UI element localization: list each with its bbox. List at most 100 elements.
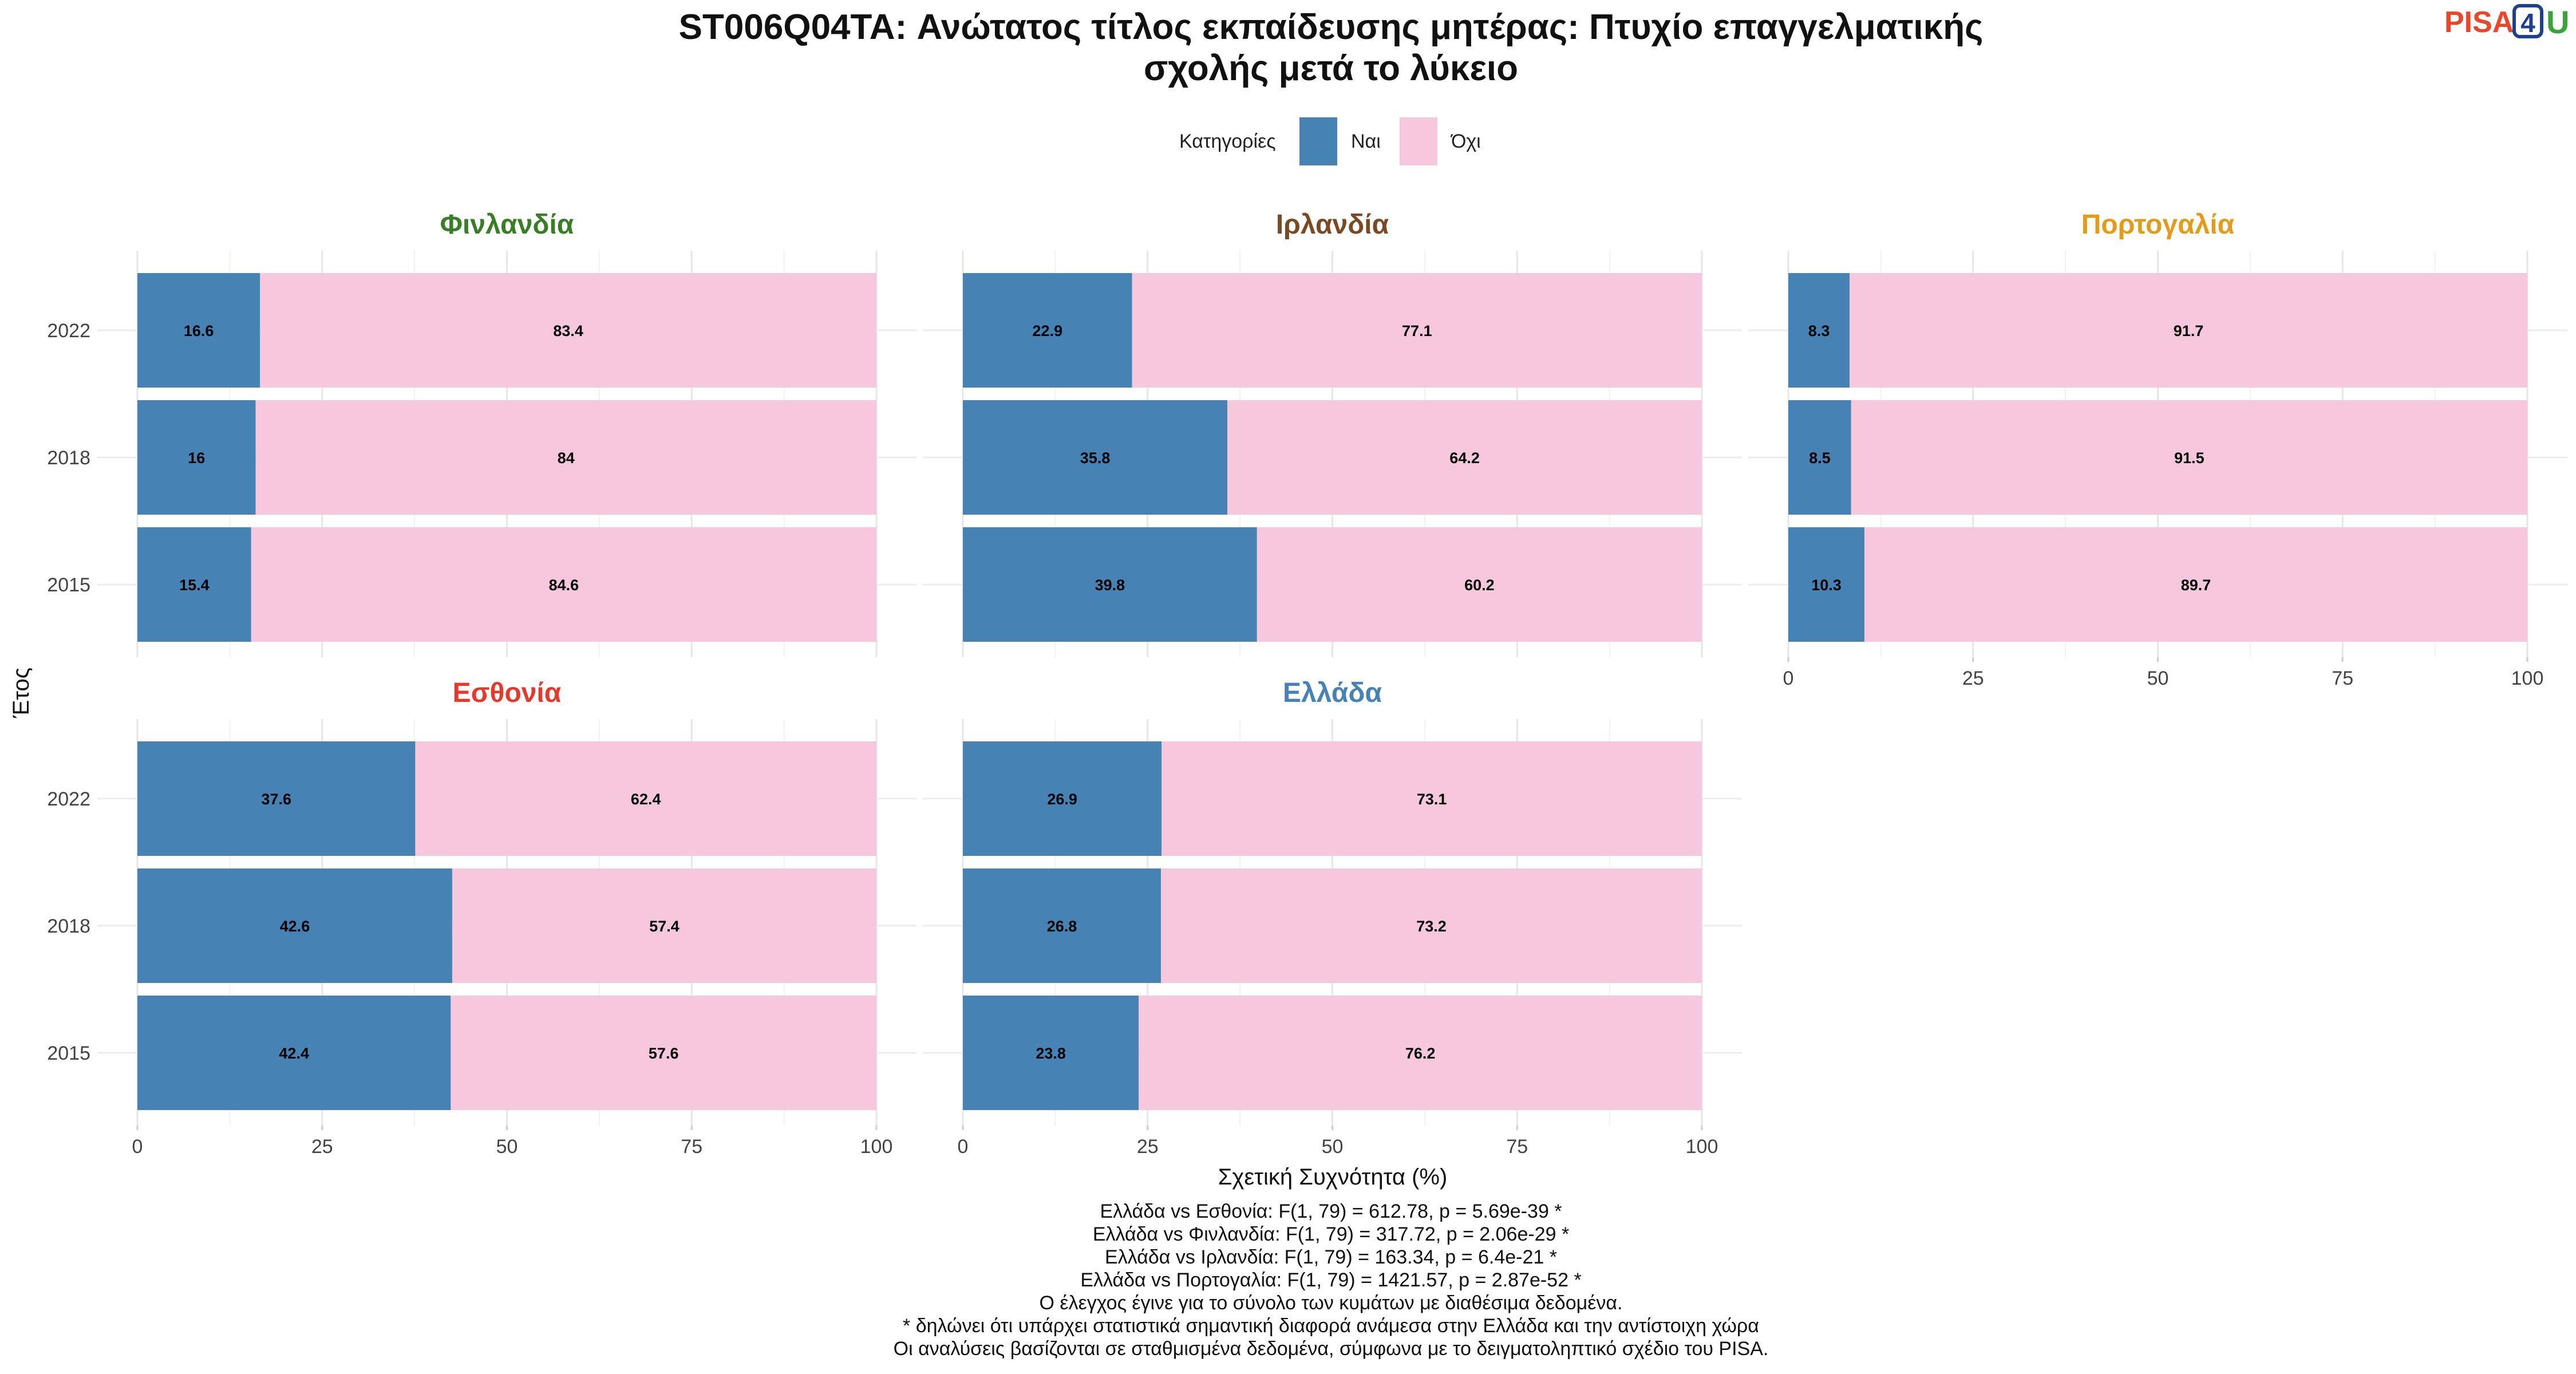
panel-title: Εσθονία [453, 678, 562, 708]
panel-1: Φινλανδία 16.6 83.4 2022 16 84 2018 15.4 84.6 201… [47, 210, 916, 657]
data-label-yes: 16.6 [184, 322, 214, 339]
bar-no [415, 741, 876, 856]
x-tick-label: 25 [1962, 668, 1984, 689]
bar-yes [137, 400, 256, 515]
bar-yes [1788, 527, 1864, 642]
bar-no [260, 273, 876, 388]
x-tick-label: 100 [2511, 668, 2544, 689]
bar-yes [137, 527, 251, 642]
legend-title: Κατηγορίες [1179, 131, 1276, 152]
legend-swatch-no [1400, 117, 1437, 165]
bar-no [1851, 400, 2527, 515]
data-label-yes: 10.3 [1811, 577, 1842, 594]
data-label-yes: 37.6 [261, 791, 291, 808]
x-tick-label: 75 [2332, 668, 2353, 689]
bar-no [251, 527, 877, 642]
bar-yes [137, 868, 452, 983]
y-tick-label: 2015 [47, 574, 90, 596]
bar-yes [963, 527, 1257, 642]
bar-yes [137, 996, 451, 1110]
data-label-no: 91.5 [2174, 449, 2204, 467]
data-label-no: 89.7 [2181, 577, 2211, 594]
data-label-no: 84 [558, 449, 575, 467]
footer-line: Ελλάδα vs Φινλανδία: F(1, 79) = 317.72, … [1093, 1223, 1569, 1245]
bar-yes [1788, 273, 1850, 388]
bar-no [255, 400, 876, 515]
pisa4u-logo: PISA 4 U [2444, 4, 2569, 40]
footer-line: Ελλάδα vs Πορτογαλία: F(1, 79) = 1421.57… [1080, 1269, 1581, 1291]
bar-no [1227, 400, 1702, 515]
panel-5: Ελλάδα 26.9 73.1 26.8 73.2 23.8 76.2 0 25 50 75 100 [923, 678, 1742, 1158]
panel-3: Πορτογαλία 8.3 91.7 8.5 91.5 10.3 89.7 0 25 50 75 1… [1748, 210, 2567, 689]
bar-no [1161, 741, 1702, 856]
footer-line: Ο έλεγχος έγινε για το σύνολο των κυμάτω… [1040, 1292, 1623, 1314]
bar-yes [963, 400, 1228, 515]
bar-no [451, 996, 876, 1110]
bar-yes [1788, 400, 1851, 515]
footer-line: Οι αναλύσεις βασίζονται σε σταθμισμένα δ… [894, 1338, 1769, 1360]
data-label-no: 57.4 [649, 918, 679, 935]
footer-line: * δηλώνει ότι υπάρχει στατιστικά σημαντι… [903, 1315, 1759, 1337]
footer-line: Ελλάδα vs Ιρλανδία: F(1, 79) = 163.34, p… [1105, 1246, 1557, 1268]
panel-title: Πορτογαλία [2081, 210, 2235, 240]
panel-2: Ιρλανδία 22.9 77.1 35.8 64.2 39.8 60.2 [923, 210, 1742, 657]
bar-no [1850, 273, 2527, 388]
data-label-no: 91.7 [2174, 322, 2204, 339]
panel-title: Ιρλανδία [1276, 210, 1389, 240]
bar-yes [963, 996, 1139, 1110]
data-label-no: 83.4 [553, 322, 583, 339]
bar-yes [963, 741, 1162, 856]
x-tick-label: 100 [860, 1136, 893, 1158]
bar-no [452, 868, 876, 983]
bar-yes [137, 273, 260, 388]
bar-no [1139, 996, 1702, 1110]
footer-notes: Ελλάδα vs Εσθονία: F(1, 79) = 612.78, p … [894, 1201, 1769, 1360]
logo-pisa-text: PISA [2444, 6, 2514, 39]
data-label-no: 64.2 [1449, 449, 1480, 467]
bar-yes [137, 741, 416, 856]
y-tick-label: 2018 [47, 447, 90, 469]
chart-title-line-1: ST006Q04TA: Ανώτατος τίτλος εκπαίδευσης … [679, 7, 1984, 47]
x-tick-label: 100 [1686, 1136, 1718, 1158]
y-axis-title: Έτος [9, 668, 34, 718]
data-label-yes: 42.4 [279, 1045, 309, 1062]
bar-yes [963, 273, 1132, 388]
bar-yes [963, 868, 1161, 983]
legend-swatch-yes [1299, 117, 1337, 165]
data-label-no: 77.1 [1402, 322, 1432, 339]
logo-four-text: 4 [2520, 8, 2535, 38]
bar-no [1160, 868, 1702, 983]
chart-title-line-2: σχολής μετά το λύκειο [1144, 49, 1518, 88]
data-label-yes: 16 [188, 449, 205, 467]
data-label-yes: 39.8 [1095, 577, 1125, 594]
data-label-no: 73.2 [1416, 918, 1447, 935]
data-label-yes: 35.8 [1080, 449, 1111, 467]
y-tick-label: 2022 [47, 788, 90, 810]
bar-no [1257, 527, 1702, 642]
data-label-yes: 22.9 [1033, 322, 1063, 339]
data-label-yes: 26.8 [1047, 918, 1077, 935]
y-tick-label: 2018 [47, 915, 90, 937]
bar-no [1132, 273, 1702, 388]
y-tick-label: 2015 [47, 1043, 90, 1064]
footer-line: Ελλάδα vs Εσθονία: F(1, 79) = 612.78, p … [1100, 1201, 1562, 1222]
data-label-yes: 23.8 [1036, 1045, 1066, 1062]
panels-layer: Φινλανδία 16.6 83.4 2022 16 84 2018 15.4 84.6 201… [47, 210, 2567, 1158]
panel-4: Εσθονία 37.6 62.4 2022 42.6 57.4 2018 42.4 57.6 2… [47, 678, 916, 1158]
x-axis-title: Σχετική Συχνότητα (%) [1218, 1164, 1448, 1190]
panel-title: Φινλανδία [440, 210, 574, 240]
x-tick-label: 75 [1506, 1136, 1528, 1158]
x-tick-label: 50 [1322, 1136, 1344, 1158]
data-label-no: 73.1 [1417, 791, 1447, 808]
data-label-no: 62.4 [631, 791, 661, 808]
x-tick-label: 0 [958, 1136, 969, 1158]
data-label-yes: 15.4 [179, 577, 210, 594]
y-tick-label: 2022 [47, 320, 90, 342]
panel-title: Ελλάδα [1283, 678, 1382, 708]
x-tick-label: 0 [1783, 668, 1794, 689]
data-label-no: 76.2 [1405, 1045, 1436, 1062]
data-label-no: 84.6 [549, 577, 579, 594]
x-tick-label: 50 [496, 1136, 518, 1158]
logo-four-box [2512, 4, 2543, 38]
